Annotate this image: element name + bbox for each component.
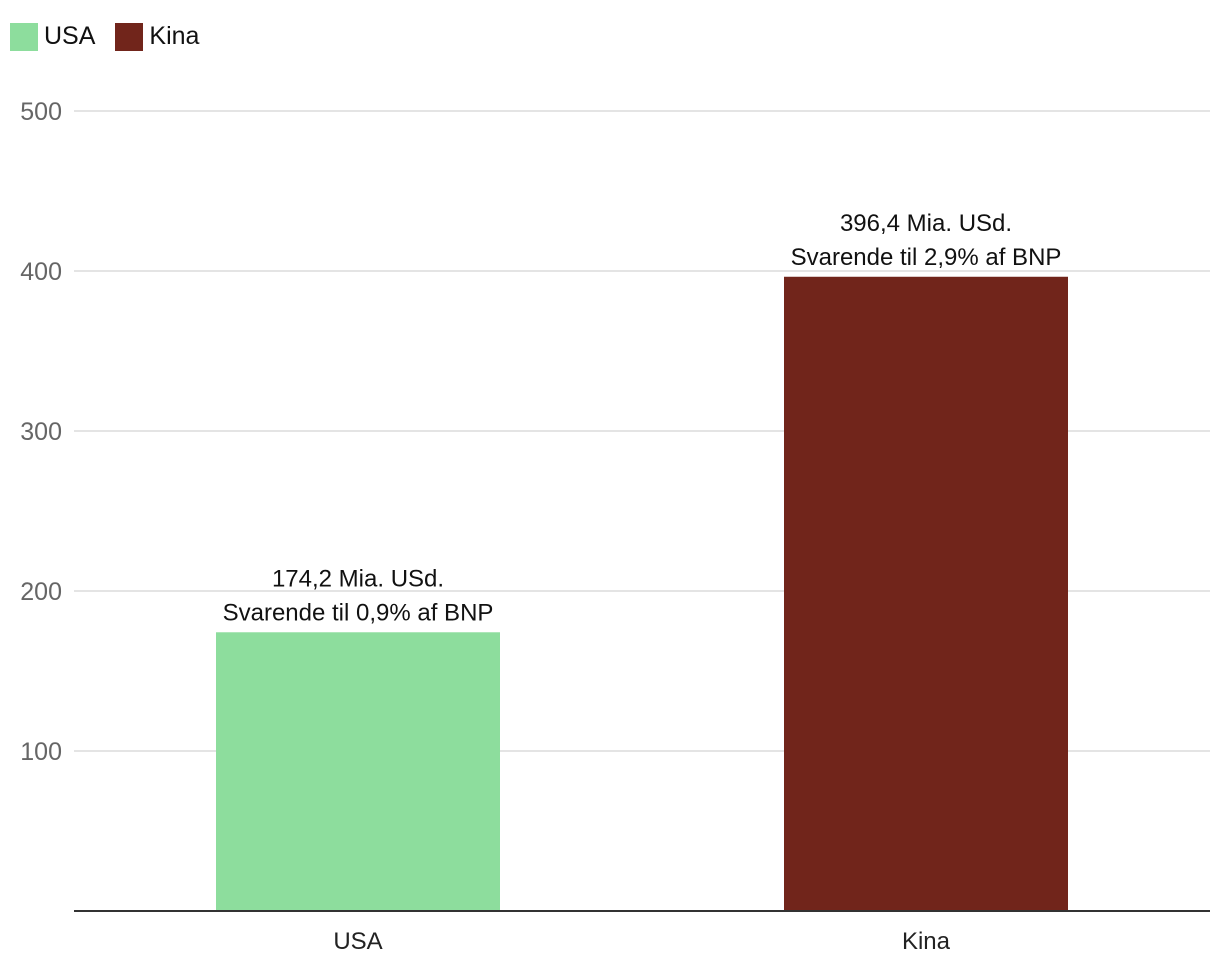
x-tick-label: Kina <box>902 928 951 955</box>
y-tick-label: 200 <box>20 578 62 606</box>
bar-usa <box>216 632 500 911</box>
legend-item-kina: Kina <box>115 22 199 51</box>
bar-kina <box>784 276 1068 911</box>
x-tick-label: USA <box>333 928 382 955</box>
data-label: 396,4 Mia. USd. <box>840 210 1012 237</box>
y-tick-label: 300 <box>20 418 62 446</box>
legend-swatch-kina <box>115 22 144 51</box>
legend-label-usa: USA <box>44 22 96 50</box>
data-label: Svarende til 2,9% af BNP <box>791 244 1062 271</box>
y-tick-label: 400 <box>20 258 62 286</box>
data-label: 174,2 Mia. USd. <box>272 565 444 592</box>
y-tick-label: 500 <box>20 98 62 126</box>
legend-item-usa: USA <box>10 22 95 51</box>
data-label: Svarende til 0,9% af BNP <box>223 599 494 626</box>
legend: USA Kina <box>10 22 199 51</box>
legend-label-kina: Kina <box>149 22 200 50</box>
y-tick-label: 100 <box>20 738 62 766</box>
legend-swatch-usa <box>10 22 38 51</box>
